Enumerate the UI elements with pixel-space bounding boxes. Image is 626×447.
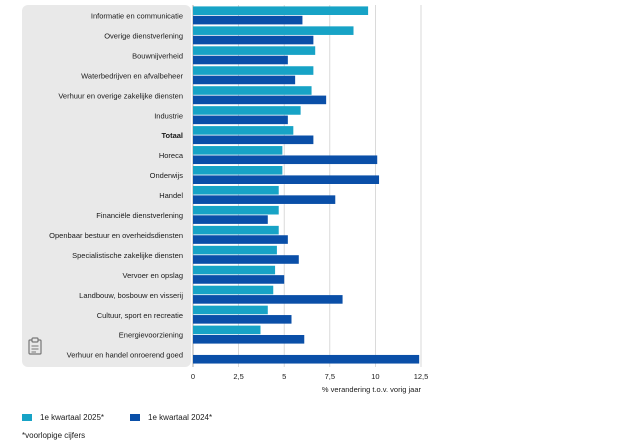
legend: 1e kwartaal 2025* 1e kwartaal 2024* (22, 413, 212, 422)
category-label: Overige dienstverlening (104, 31, 183, 40)
bar-2024[interactable] (193, 235, 288, 244)
bar-chart: Informatie en communicatie Overige dienst… (22, 5, 428, 394)
category-label: Verhuur en handel onroerend goed (67, 351, 183, 360)
bar-2025[interactable] (193, 66, 314, 75)
bar-2025[interactable] (193, 26, 354, 35)
category-label: Handel (159, 191, 183, 200)
bar-2025[interactable] (193, 205, 279, 215)
bar-2025[interactable] (193, 285, 274, 295)
bar-2024[interactable] (193, 95, 327, 105)
bar-2025[interactable] (193, 305, 268, 315)
legend-swatch-2025 (22, 414, 32, 421)
bar-2025[interactable] (193, 46, 316, 55)
x-tick-label: 5 (282, 372, 286, 381)
bar-2024[interactable] (193, 215, 268, 224)
legend-item-2025[interactable]: 1e kwartaal 2025* (22, 413, 104, 422)
category-label: Waterbedrijven en afvalbeheer (81, 71, 183, 80)
x-tick-label: 2,5 (233, 372, 243, 381)
x-tick-label: 0 (191, 372, 195, 381)
bar-2024[interactable] (193, 195, 336, 204)
bar-2025[interactable] (193, 86, 312, 95)
bar-2025[interactable] (193, 126, 294, 135)
category-label: Landbouw, bosbouw en visserij (79, 291, 183, 300)
bar-2024[interactable] (193, 115, 288, 125)
legend-label-2024: 1e kwartaal 2024* (148, 413, 213, 422)
category-label: Bouwnijverheid (132, 51, 183, 60)
category-label: Cultuur, sport en recreatie (97, 311, 183, 320)
bar-2024[interactable] (193, 335, 305, 344)
category-label: Totaal (161, 131, 183, 140)
category-label: Onderwijs (150, 171, 184, 180)
category-label: Informatie en communicatie (91, 12, 183, 21)
bar-2024[interactable] (193, 75, 296, 85)
category-label: Industrie (154, 111, 183, 120)
bar-2025[interactable] (193, 166, 283, 175)
bar-2024[interactable] (193, 255, 299, 264)
x-tick-label: 12,5 (414, 372, 429, 381)
bar-2024[interactable] (193, 155, 378, 165)
bar-2025[interactable] (193, 6, 369, 16)
bar-2025[interactable] (193, 245, 277, 255)
bar-2024[interactable] (193, 295, 343, 304)
bar-2025[interactable] (193, 185, 279, 195)
x-tick-labels: 0 2,5 5 7,5 10 12,5 (191, 372, 428, 381)
category-label: Vervoer en opslag (123, 271, 183, 280)
legend-label-2025: 1e kwartaal 2025* (40, 413, 105, 422)
clipboard-icon[interactable] (28, 337, 42, 355)
bar-2024[interactable] (193, 35, 314, 45)
x-axis-title: % verandering t.o.v. vorig jaar (322, 385, 422, 394)
category-label: Specialistische zakelijke diensten (72, 251, 183, 260)
x-tick-label: 10 (371, 372, 379, 381)
bar-2024[interactable] (193, 55, 288, 65)
bar-2024[interactable] (193, 354, 420, 364)
category-label: Financiële dienstverlening (96, 211, 183, 220)
bar-2025[interactable] (193, 225, 279, 235)
bars-group (193, 6, 420, 364)
category-label: Openbaar bestuur en overheidsdiensten (49, 231, 183, 240)
bar-2024[interactable] (193, 315, 292, 324)
bar-2025[interactable] (193, 265, 276, 275)
category-label: Energievoorziening (119, 331, 183, 340)
bar-2025[interactable] (193, 106, 301, 115)
legend-item-2024[interactable]: 1e kwartaal 2024* (130, 413, 212, 422)
category-label: Verhuur en overige zakelijke diensten (58, 91, 183, 100)
bar-2025[interactable] (193, 325, 261, 335)
x-tick-label: 7,5 (325, 372, 335, 381)
category-label: Horeca (159, 151, 184, 160)
bar-2024[interactable] (193, 135, 314, 145)
bar-2024[interactable] (193, 15, 303, 25)
legend-swatch-2024 (130, 414, 141, 421)
category-labels: Informatie en communicatie Overige dienst… (49, 12, 184, 360)
bar-2025[interactable] (193, 146, 283, 155)
bar-2024[interactable] (193, 175, 380, 184)
bar-2024[interactable] (193, 275, 285, 284)
footnote: *voorlopige cijfers (22, 431, 86, 440)
category-panel (22, 5, 191, 367)
